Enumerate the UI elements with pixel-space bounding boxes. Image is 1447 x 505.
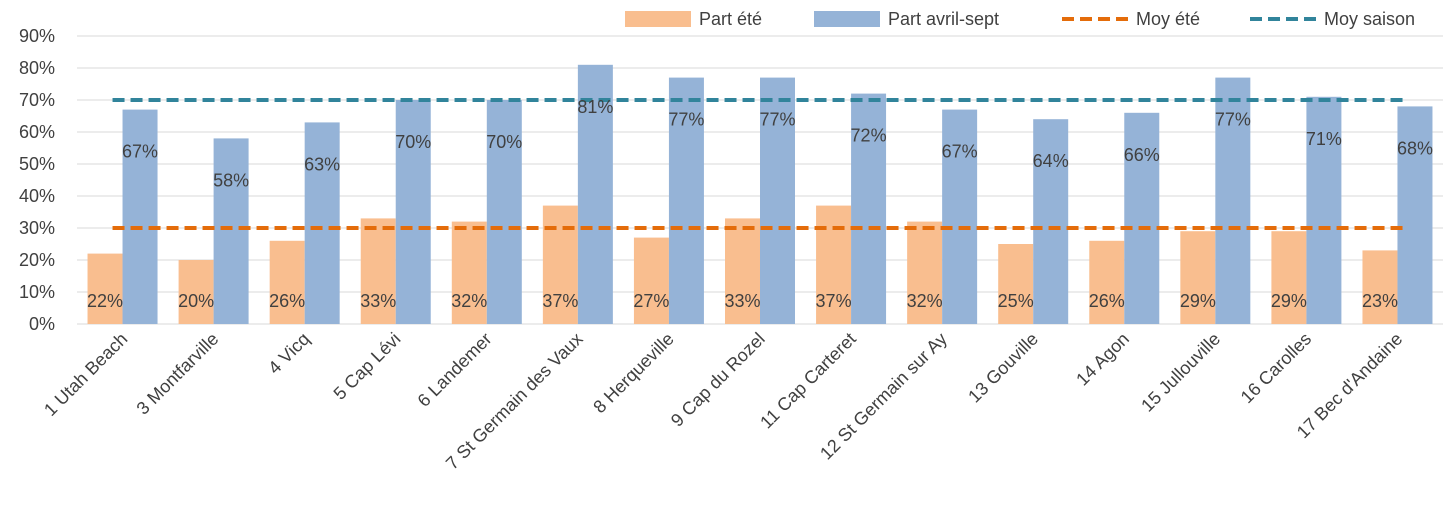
x-category-label: 15 Jullouville xyxy=(1137,329,1224,416)
y-tick-label: 0% xyxy=(29,314,55,334)
bar-part-avril-sept xyxy=(1397,106,1433,325)
bar-part-ete xyxy=(360,218,396,324)
data-label: 63% xyxy=(304,154,340,174)
bar-part-ete xyxy=(542,205,578,324)
bar-part-ete xyxy=(816,205,852,324)
data-label: 81% xyxy=(577,97,613,117)
data-label: 27% xyxy=(633,291,669,311)
bar-part-ete xyxy=(1089,240,1125,324)
data-label: 70% xyxy=(395,132,431,152)
data-label: 77% xyxy=(668,110,704,130)
legend-label: Part été xyxy=(699,9,762,29)
data-label: 58% xyxy=(213,170,249,190)
bar-part-avril-sept xyxy=(1124,112,1160,324)
bar-part-ete xyxy=(1271,231,1307,324)
legend-label: Moy été xyxy=(1136,9,1200,29)
data-label: 77% xyxy=(1215,110,1251,130)
legend-label: Moy saison xyxy=(1324,9,1415,29)
data-label: 20% xyxy=(178,291,214,311)
data-labels: 22% 67% 20% 58% 26% 63% 33% 70% 32% 70% 37% 81% 27% 7… xyxy=(87,97,1433,311)
data-label: 67% xyxy=(122,142,158,162)
legend-label: Part avril-sept xyxy=(888,9,999,29)
bar-part-ete xyxy=(178,260,214,324)
data-label: 22% xyxy=(87,291,123,311)
bar-part-ete xyxy=(633,237,669,324)
bar-part-ete xyxy=(269,240,305,324)
data-label: 33% xyxy=(360,291,396,311)
bar-part-ete xyxy=(1362,250,1398,324)
data-label: 33% xyxy=(724,291,760,311)
bar-part-avril-sept xyxy=(1306,96,1342,324)
bar-part-avril-sept xyxy=(851,93,887,324)
legend-swatch xyxy=(814,11,880,27)
data-label: 37% xyxy=(816,291,852,311)
bar-part-avril-sept xyxy=(395,100,431,324)
data-label: 71% xyxy=(1306,129,1342,149)
x-category-label: 8 Herqueville xyxy=(589,329,677,417)
x-category-label: 6 Landemer xyxy=(414,329,496,411)
data-label: 37% xyxy=(542,291,578,311)
x-category-label: 16 Carolles xyxy=(1237,329,1316,408)
bar-part-ete xyxy=(1180,231,1216,324)
x-category-label: 14 Agon xyxy=(1072,329,1133,390)
bars xyxy=(87,64,1433,325)
x-category-label: 4 Vicq xyxy=(264,329,313,378)
bar-part-ete xyxy=(998,244,1034,324)
x-category-label: 9 Cap du Rozel xyxy=(667,329,769,431)
data-label: 70% xyxy=(486,132,522,152)
bar-part-avril-sept xyxy=(1215,77,1251,324)
legend-swatch xyxy=(625,11,691,27)
y-tick-label: 80% xyxy=(19,58,55,78)
data-label: 68% xyxy=(1397,138,1433,158)
data-label: 72% xyxy=(851,126,887,146)
y-tick-label: 70% xyxy=(19,90,55,110)
bar-part-ete xyxy=(87,253,123,324)
data-label: 23% xyxy=(1362,291,1398,311)
bar-part-avril-sept xyxy=(213,138,249,324)
data-label: 25% xyxy=(998,291,1034,311)
data-label: 26% xyxy=(1089,291,1125,311)
bar-part-avril-sept xyxy=(304,122,340,325)
bar-part-avril-sept xyxy=(942,109,978,324)
bar-part-avril-sept xyxy=(668,77,704,324)
y-tick-label: 10% xyxy=(19,282,55,302)
bar-part-ete xyxy=(907,221,943,324)
x-category-label: 13 Gouville xyxy=(964,329,1042,407)
bar-part-ete xyxy=(725,218,760,324)
data-label: 77% xyxy=(759,110,795,130)
data-label: 26% xyxy=(269,291,305,311)
data-label: 64% xyxy=(1033,151,1069,171)
data-label: 67% xyxy=(942,142,978,162)
y-tick-label: 90% xyxy=(19,26,55,46)
data-label: 66% xyxy=(1124,145,1160,165)
bar-part-ete xyxy=(451,221,487,324)
y-tick-label: 30% xyxy=(19,218,55,238)
data-label: 29% xyxy=(1271,291,1307,311)
bar-part-avril-sept xyxy=(486,100,522,324)
data-label: 29% xyxy=(1180,291,1216,311)
y-tick-label: 40% xyxy=(19,186,55,206)
x-category-label: 11 Cap Carteret xyxy=(756,329,860,433)
bar-part-avril-sept xyxy=(1033,119,1069,324)
data-label: 32% xyxy=(907,291,943,311)
y-tick-label: 50% xyxy=(19,154,55,174)
y-tick-label: 60% xyxy=(19,122,55,142)
x-category-label: 1 Utah Beach xyxy=(40,329,131,420)
x-category-label: 3 Montfarville xyxy=(133,329,223,419)
x-axis: 1 Utah Beach 3 Montfarville 4 Vicq 5 Cap Lé… xyxy=(40,329,1406,474)
legend: Part été Part avril-sept Moy été Moy saison xyxy=(625,9,1415,29)
y-tick-label: 20% xyxy=(19,250,55,270)
data-label: 32% xyxy=(451,291,487,311)
bar-part-avril-sept xyxy=(760,77,795,324)
y-axis: 0% 10% 20% 30% 40% 50% 60% 70% 80% 90% xyxy=(19,26,55,334)
bar-part-avril-sept xyxy=(577,64,613,325)
x-category-label: 5 Cap Lévi xyxy=(330,329,405,404)
bar-part-avril-sept xyxy=(122,109,158,324)
